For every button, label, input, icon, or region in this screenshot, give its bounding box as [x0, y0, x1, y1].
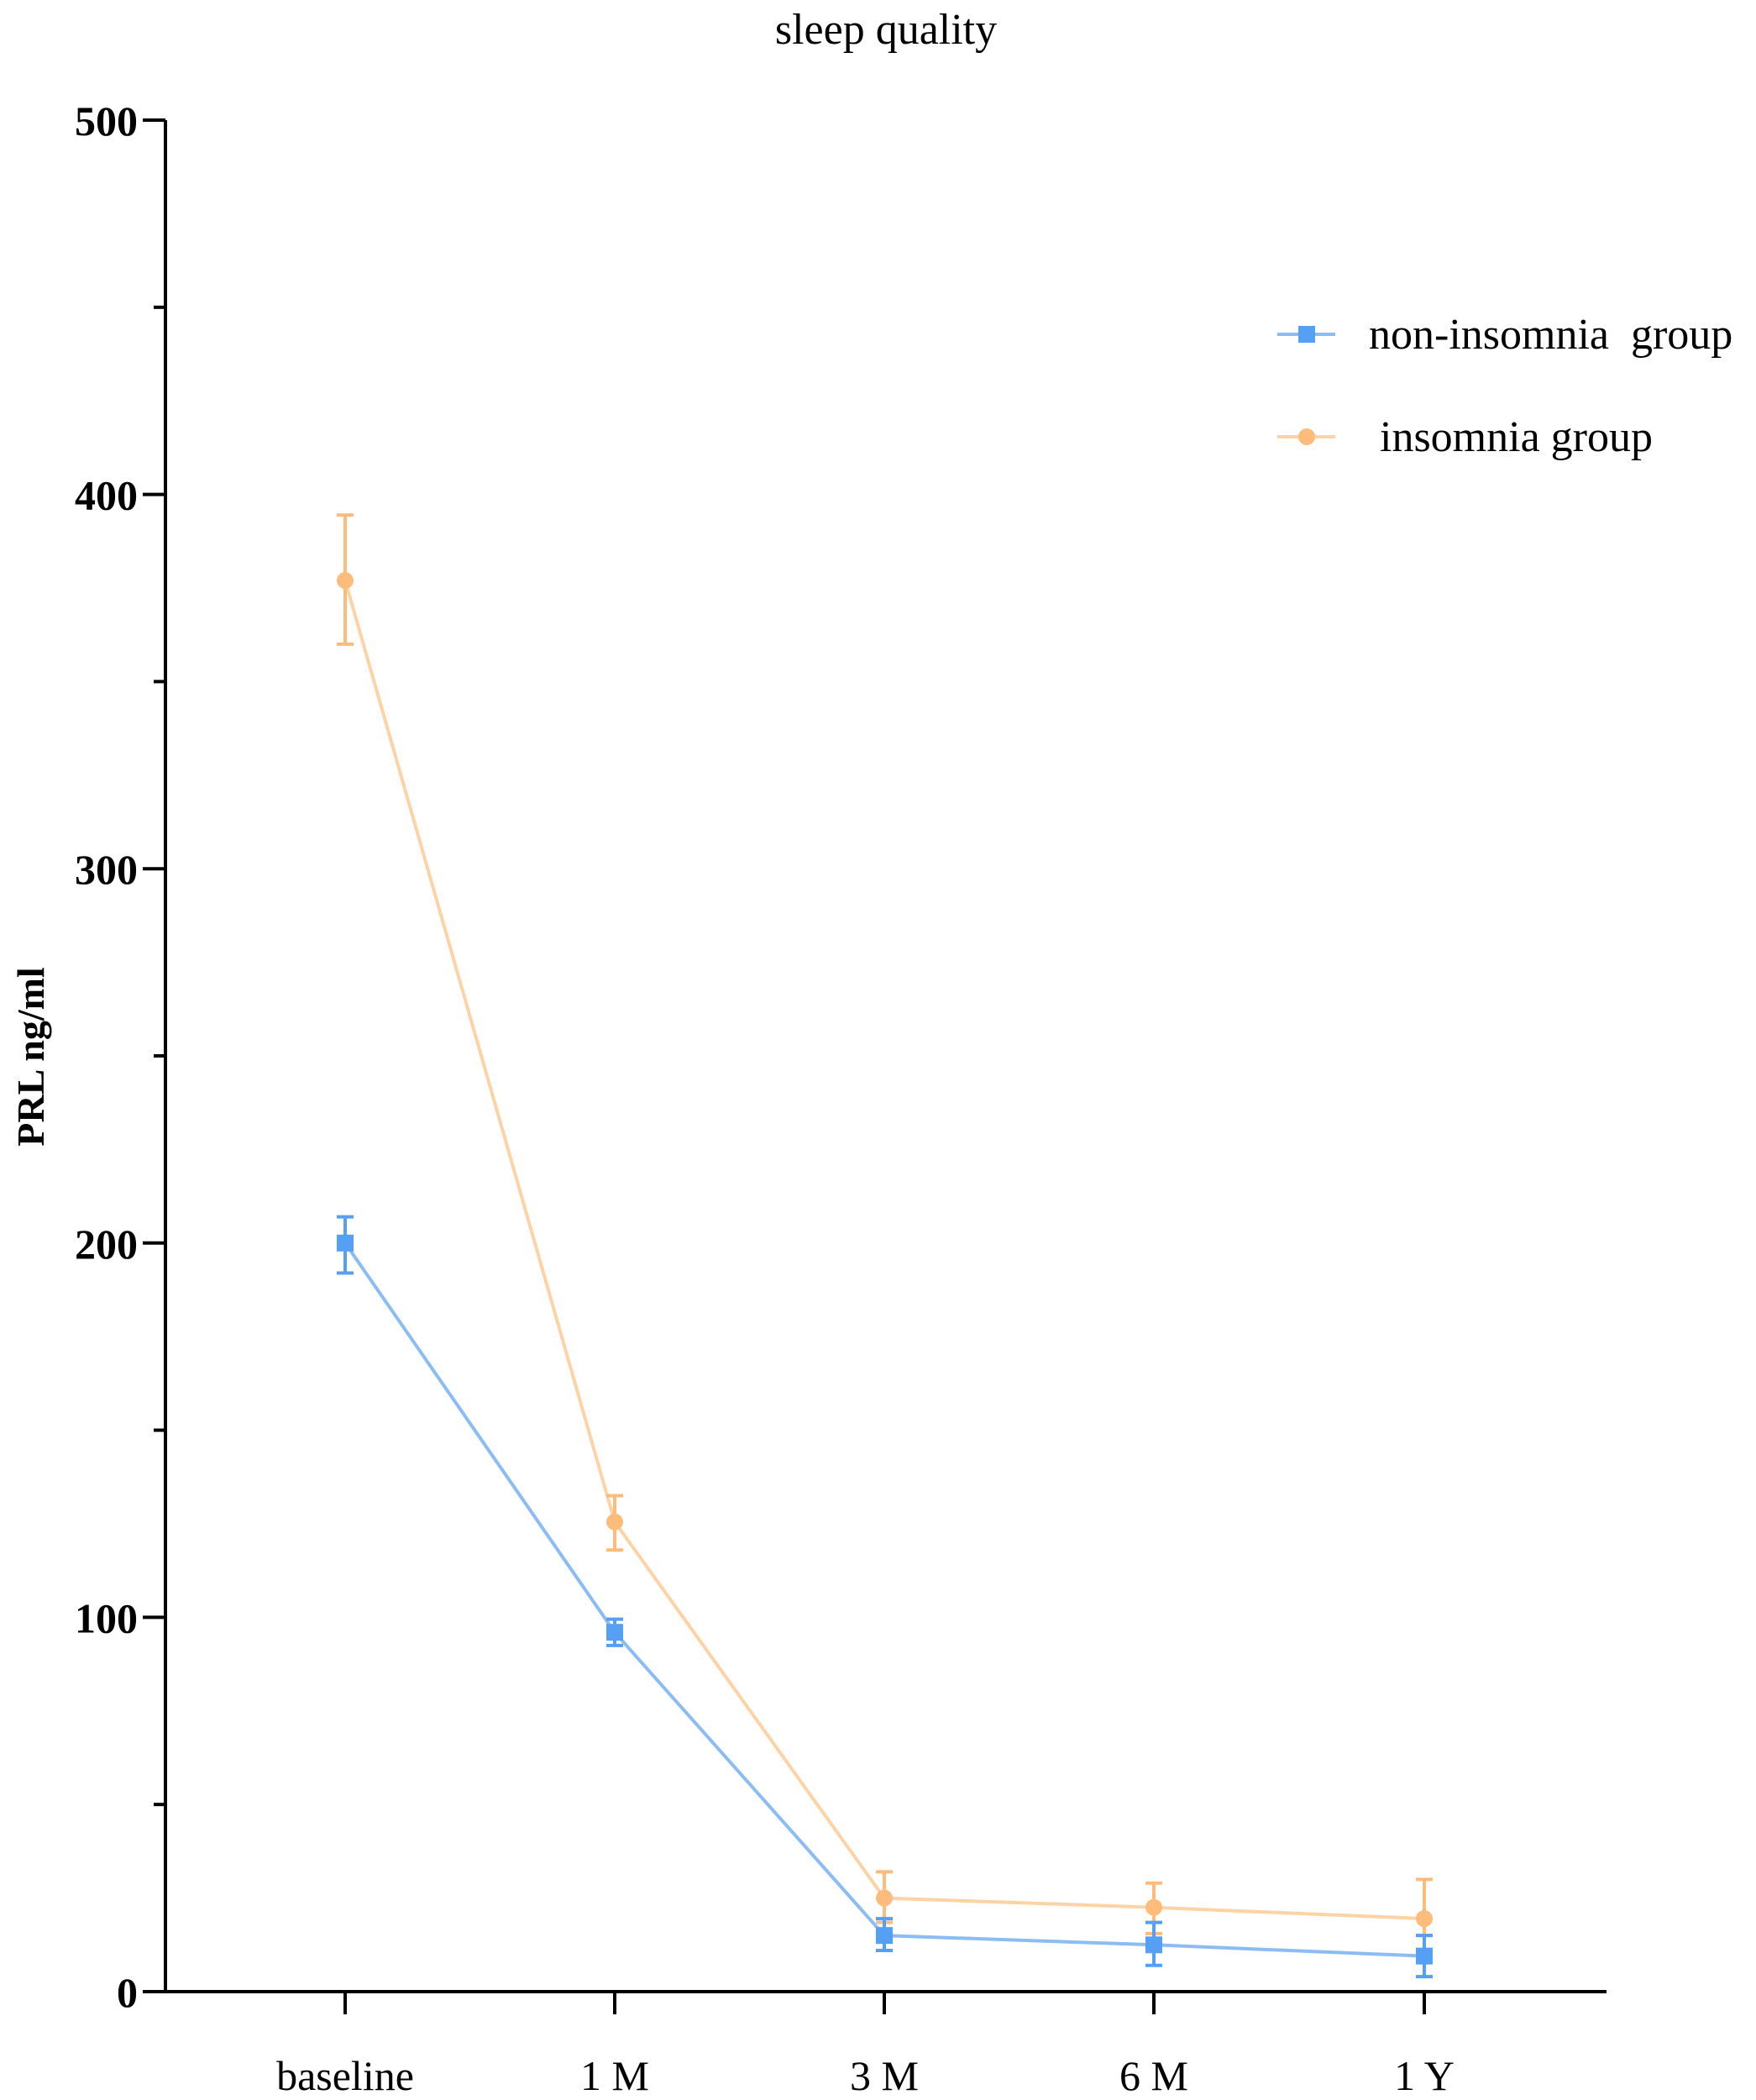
- square-marker-icon: [1145, 1936, 1162, 1954]
- square-marker-icon: [1298, 326, 1315, 343]
- chart-title: sleep quality: [775, 6, 997, 54]
- y-tick-label: 300: [75, 846, 138, 893]
- x-tick-label: 1 M: [580, 2052, 649, 2099]
- series-non-insomnia: [337, 1215, 1433, 1979]
- series-line: [343, 1242, 1425, 1958]
- circle-marker-icon: [606, 1513, 623, 1530]
- square-marker-icon: [1416, 1947, 1433, 1965]
- x-tick-label: baseline: [276, 2052, 414, 2099]
- series-line: [343, 580, 1425, 1921]
- circle-marker-icon: [337, 572, 354, 590]
- legend-item-non-insomnia: non-insomnia group: [1277, 311, 1732, 359]
- legend-label: insomnia group: [1369, 413, 1653, 461]
- square-marker-icon: [876, 1927, 893, 1945]
- y-tick-label: 500: [75, 97, 138, 144]
- series-insomnia: [337, 513, 1433, 1938]
- square-marker-icon: [337, 1234, 354, 1252]
- y-axis-label: PRL ng/ml: [9, 967, 52, 1146]
- x-tick-label: 1 Y: [1394, 2052, 1455, 2099]
- square-marker-icon: [606, 1624, 623, 1641]
- y-tick-label: 400: [75, 472, 138, 519]
- axes: [147, 120, 1607, 1993]
- circle-marker-icon: [1416, 1910, 1433, 1928]
- y-tick-label: 200: [75, 1221, 138, 1268]
- y-axis-ticks: 0 100 200 300 400 500: [75, 97, 165, 2016]
- circle-marker-icon: [876, 1889, 893, 1907]
- legend: non-insomnia group insomnia group: [1277, 311, 1732, 461]
- circle-marker-icon: [1298, 428, 1315, 445]
- circle-marker-icon: [1145, 1898, 1162, 1916]
- x-tick-label: 3 M: [850, 2052, 919, 2099]
- legend-item-insomnia: insomnia group: [1277, 413, 1653, 461]
- legend-label: non-insomnia group: [1369, 311, 1732, 359]
- x-axis-ticks: baseline 1 M 3 M 6 M 1 Y: [276, 1992, 1455, 2099]
- y-tick-label: 100: [75, 1594, 138, 1641]
- data-series: [337, 513, 1433, 1979]
- y-tick-label: 0: [117, 1969, 138, 2016]
- x-tick-label: 6 M: [1119, 2052, 1188, 2099]
